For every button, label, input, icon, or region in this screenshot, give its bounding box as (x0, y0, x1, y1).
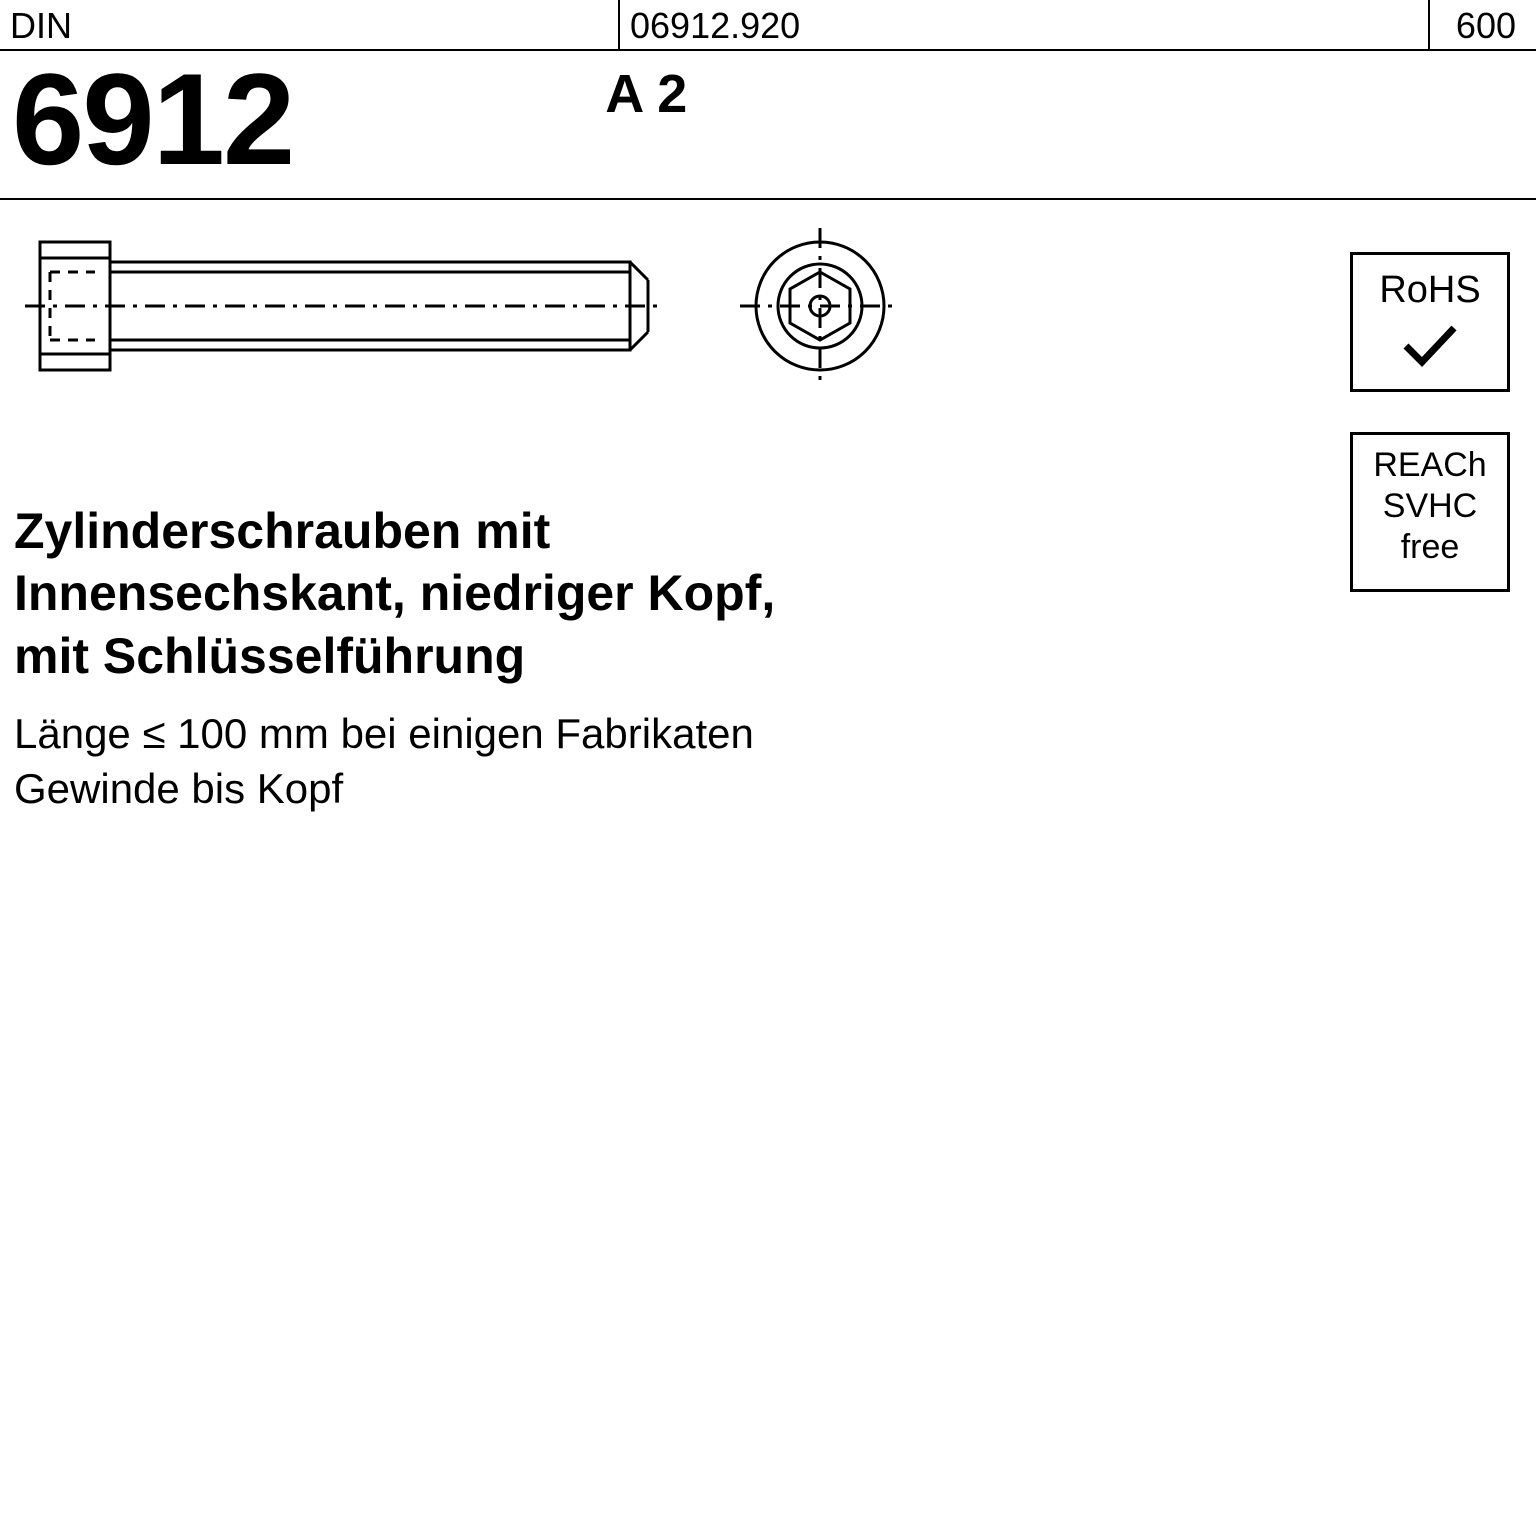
note-line: Länge ≤ 100 mm bei einigen Fabrikaten (14, 707, 1516, 762)
header-code: 06912.920 (620, 0, 1430, 49)
header-qty: 600 (1430, 0, 1536, 49)
header-standard: DIN (0, 0, 620, 49)
reach-label-1: REACh (1353, 445, 1507, 486)
reach-badge: REACh SVHC free (1350, 432, 1510, 592)
reach-label-2: SVHC (1353, 486, 1507, 527)
rohs-label: RoHS (1379, 269, 1480, 311)
check-icon (1400, 320, 1460, 370)
description-line: Innensechskant, niedriger Kopf, (14, 562, 1516, 625)
description-line: mit Schlüsselführung (14, 625, 1516, 688)
technical-drawing (0, 200, 1536, 460)
reach-label-3: free (1353, 527, 1507, 568)
din-number: 6912 (0, 51, 305, 198)
title-row: 6912 A 2 (0, 51, 1536, 200)
material-grade: A 2 (305, 51, 687, 125)
description-block: Zylinderschrauben mit Innensechskant, ni… (0, 460, 1536, 817)
header-row: DIN 06912.920 600 (0, 0, 1536, 51)
rohs-badge: RoHS (1350, 252, 1510, 392)
note-line: Gewinde bis Kopf (14, 762, 1516, 817)
screw-diagram-svg (0, 200, 1000, 460)
description-line: Zylinderschrauben mit (14, 500, 1516, 563)
